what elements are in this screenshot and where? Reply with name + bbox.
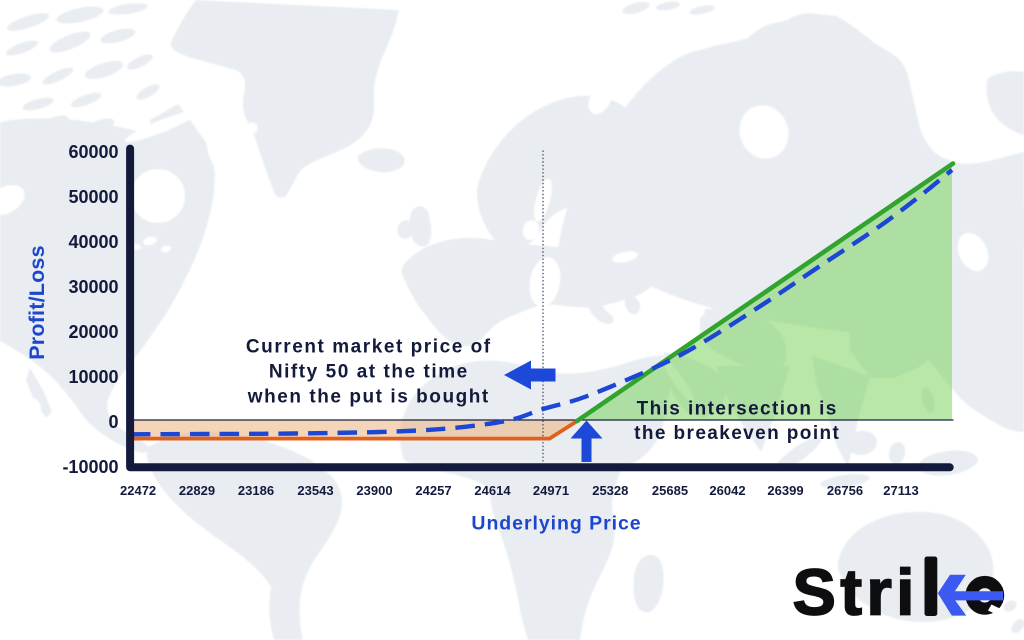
svg-text:This intersection is: This intersection is xyxy=(637,398,838,419)
svg-text:Nifty 50 at the time: Nifty 50 at the time xyxy=(269,362,469,383)
svg-text:20000: 20000 xyxy=(68,322,118,342)
svg-text:26042: 26042 xyxy=(709,483,745,498)
svg-text:10000: 10000 xyxy=(68,367,118,387)
svg-text:25685: 25685 xyxy=(652,483,688,498)
svg-text:24614: 24614 xyxy=(474,483,511,498)
svg-text:22472: 22472 xyxy=(120,483,156,498)
svg-text:26756: 26756 xyxy=(827,483,863,498)
svg-text:-10000: -10000 xyxy=(62,457,118,477)
svg-text:25328: 25328 xyxy=(592,483,628,498)
svg-text:23543: 23543 xyxy=(297,483,333,498)
svg-text:when the put is bought: when the put is bought xyxy=(247,387,490,408)
svg-text:30000: 30000 xyxy=(68,277,118,297)
svg-text:23900: 23900 xyxy=(356,483,392,498)
svg-text:Current market price of: Current market price of xyxy=(246,337,492,358)
svg-text:24971: 24971 xyxy=(533,483,569,498)
svg-text:24257: 24257 xyxy=(415,483,451,498)
svg-text:Stri: Stri xyxy=(793,556,919,629)
svg-text:Underlying Price: Underlying Price xyxy=(471,513,641,535)
svg-text:23186: 23186 xyxy=(238,483,274,498)
svg-text:26399: 26399 xyxy=(767,483,803,498)
svg-text:the breakeven point: the breakeven point xyxy=(634,423,840,444)
svg-text:50000: 50000 xyxy=(68,187,118,207)
svg-text:0: 0 xyxy=(108,412,118,432)
svg-text:40000: 40000 xyxy=(68,232,118,252)
svg-text:Profit/Loss: Profit/Loss xyxy=(25,245,49,360)
svg-text:60000: 60000 xyxy=(68,142,118,162)
svg-text:27113: 27113 xyxy=(883,483,918,498)
svg-text:22829: 22829 xyxy=(179,483,215,498)
